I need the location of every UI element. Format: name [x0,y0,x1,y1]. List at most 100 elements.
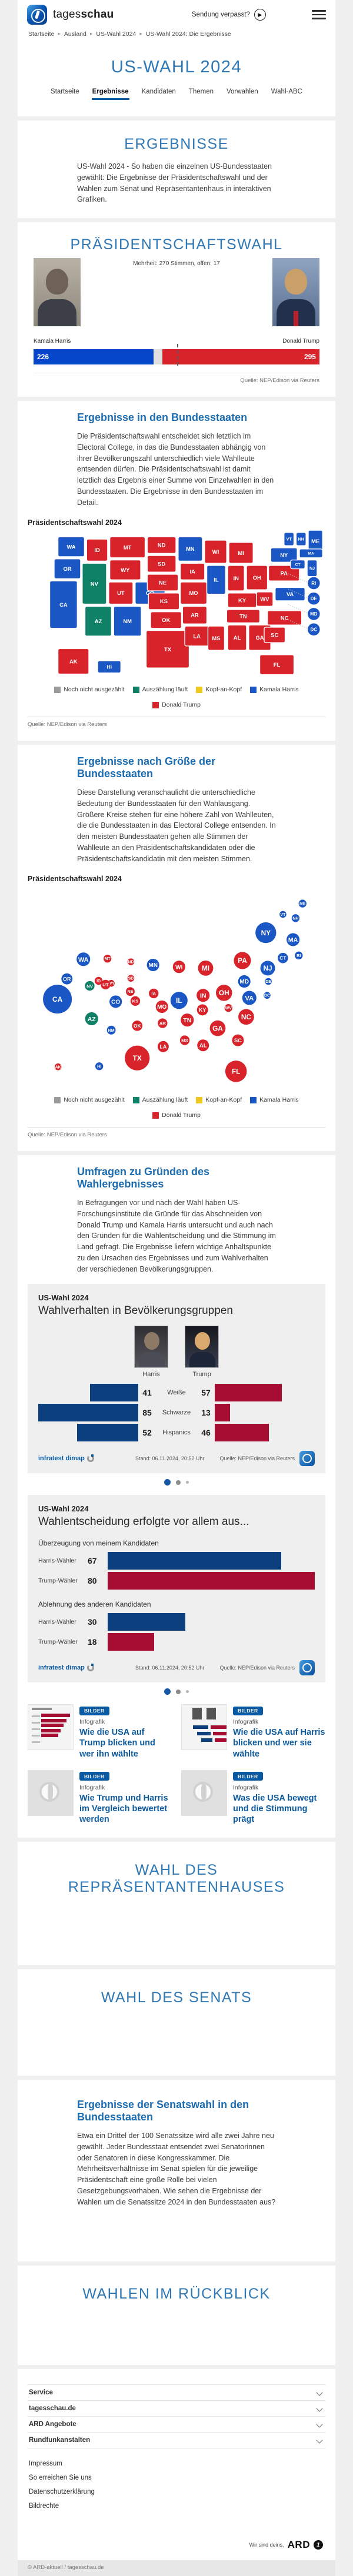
state-ID[interactable] [86,538,108,562]
bubble-PA[interactable] [234,952,251,969]
state-MI[interactable] [228,542,254,564]
bubble-AR[interactable] [158,1018,168,1029]
bubble-CA[interactable] [43,985,72,1014]
brand-wordmark[interactable]: tagesschau [53,8,114,21]
electoral-bar[interactable]: 226 295 [34,344,319,366]
state-AK[interactable] [57,648,89,675]
tab-themen[interactable]: Themen [188,88,214,95]
bubble-GA[interactable] [209,1021,226,1036]
bubble-MT[interactable] [103,955,112,963]
state-NJ[interactable] [307,560,318,577]
state-WA[interactable] [57,536,85,557]
state-TN[interactable] [226,609,261,624]
teaser-item[interactable]: BILDER Infografik Wie die USA auf Trump bl… [28,1704,172,1759]
breadcrumb-item[interactable]: Ausland [64,31,86,38]
state-AL[interactable] [227,624,247,651]
footer-accordion-service[interactable]: Service [28,2384,325,2400]
state-DE[interactable] [308,593,320,605]
play-icon[interactable]: ▶ [254,9,266,21]
state-NH[interactable] [295,532,307,547]
bubble-SC[interactable] [232,1034,244,1046]
bubble-NH[interactable] [291,914,300,922]
state-WY[interactable] [109,560,141,581]
bubble-AK[interactable] [54,1063,62,1070]
bubble-OR[interactable] [61,973,73,985]
bubble-IN[interactable] [197,989,210,1002]
footer-accordion-tagesschau-de[interactable]: tagesschau.de [28,2400,325,2416]
state-MA[interactable] [299,548,324,558]
bubble-WI[interactable] [172,961,185,973]
state-WI[interactable] [204,540,227,564]
state-UT[interactable] [108,581,134,605]
state-CT[interactable] [290,560,306,570]
bubble-IL[interactable] [170,992,188,1009]
teaser-title[interactable]: Wie die USA auf Trump blicken und wer ih… [79,1728,155,1759]
state-FL[interactable] [259,654,295,675]
carousel-dot[interactable] [186,1690,189,1694]
state-ND[interactable] [146,536,176,554]
bubble-VT[interactable] [279,911,287,918]
tab-vorwahlen[interactable]: Vorwahlen [227,88,258,95]
bubble-MI[interactable] [198,961,214,976]
bubble-NC[interactable] [238,1009,254,1025]
teaser-title[interactable]: Wie die USA auf Harris blicken und wer s… [233,1728,325,1759]
bubble-UT[interactable] [101,980,111,990]
state-SC[interactable] [264,627,286,644]
bubble-ID[interactable] [94,977,103,985]
bubble-AZ[interactable] [85,1012,98,1026]
state-IL[interactable] [206,565,227,595]
state-OH[interactable] [246,565,268,591]
bubble-MS[interactable] [179,1035,190,1046]
bubble-NJ[interactable] [260,961,275,976]
bubble-ND[interactable] [127,958,135,966]
bubble-DC[interactable] [264,992,271,999]
bubble-LA[interactable] [157,1041,169,1053]
bubble-CO[interactable] [109,995,122,1008]
tab-ergebnisse[interactable]: Ergebnisse [91,86,129,100]
bubble-TX[interactable] [125,1046,150,1071]
state-KS[interactable] [148,593,180,610]
state-MT[interactable] [109,536,146,558]
state-RI[interactable] [308,577,320,590]
bubble-VA[interactable] [242,991,257,1005]
state-HI[interactable] [97,660,122,674]
carousel-dot[interactable] [186,1481,189,1484]
bubble-FL[interactable] [225,1060,247,1082]
bubble-IA[interactable] [149,989,159,999]
bubble-NV[interactable] [85,981,95,991]
state-VA[interactable] [275,587,306,601]
state-PA[interactable] [268,565,300,582]
bubble-MA[interactable] [287,933,300,946]
bubble-DE[interactable] [265,978,272,985]
bubble-WV[interactable] [224,1004,232,1012]
state-WV[interactable] [256,591,274,607]
tab-kandidaten[interactable]: Kandidaten [141,88,176,95]
state-DC[interactable] [308,623,320,636]
state-NM[interactable] [113,605,142,637]
state-OR[interactable] [54,558,81,580]
teaser-item[interactable]: BILDER Infografik Was die USA bewegt und d… [181,1769,325,1825]
bubble-OH[interactable] [215,985,232,1001]
bubble-SD[interactable] [127,975,135,982]
bubble-AL[interactable] [197,1039,209,1052]
bubble-KY[interactable] [197,1004,208,1016]
us-results-map[interactable]: WAORCAIDNVAZMTWYUTCONMNDSDNEKSOKTXMNIAMO… [28,530,325,680]
bubble-MN[interactable] [146,959,159,972]
bubble-RI[interactable] [295,952,303,960]
tagesschau-logo-icon[interactable] [27,5,47,25]
bubble-KS[interactable] [130,996,141,1006]
state-NV[interactable] [82,563,107,605]
carousel-dot[interactable] [164,1479,171,1486]
bubble-NM[interactable] [106,1026,116,1035]
state-AZ[interactable] [84,605,112,637]
tab-startseite[interactable]: Startseite [51,88,79,95]
footer-link[interactable]: Impressum [29,2460,62,2468]
teaser-item[interactable]: BILDER Infografik Wie die USA auf Harris b… [181,1704,325,1759]
bubble-MO[interactable] [155,1001,168,1013]
teaser-title[interactable]: Was die USA bewegt und die Stimmung präg… [233,1793,317,1824]
bubble-NY[interactable] [255,922,277,944]
missed-show-link[interactable]: Sendung verpasst? ▶ [192,9,266,21]
breadcrumb-item[interactable]: US-Wahl 2024: Die Ergebnisse [145,31,231,38]
breadcrumb-item[interactable]: Startseite [28,31,55,38]
